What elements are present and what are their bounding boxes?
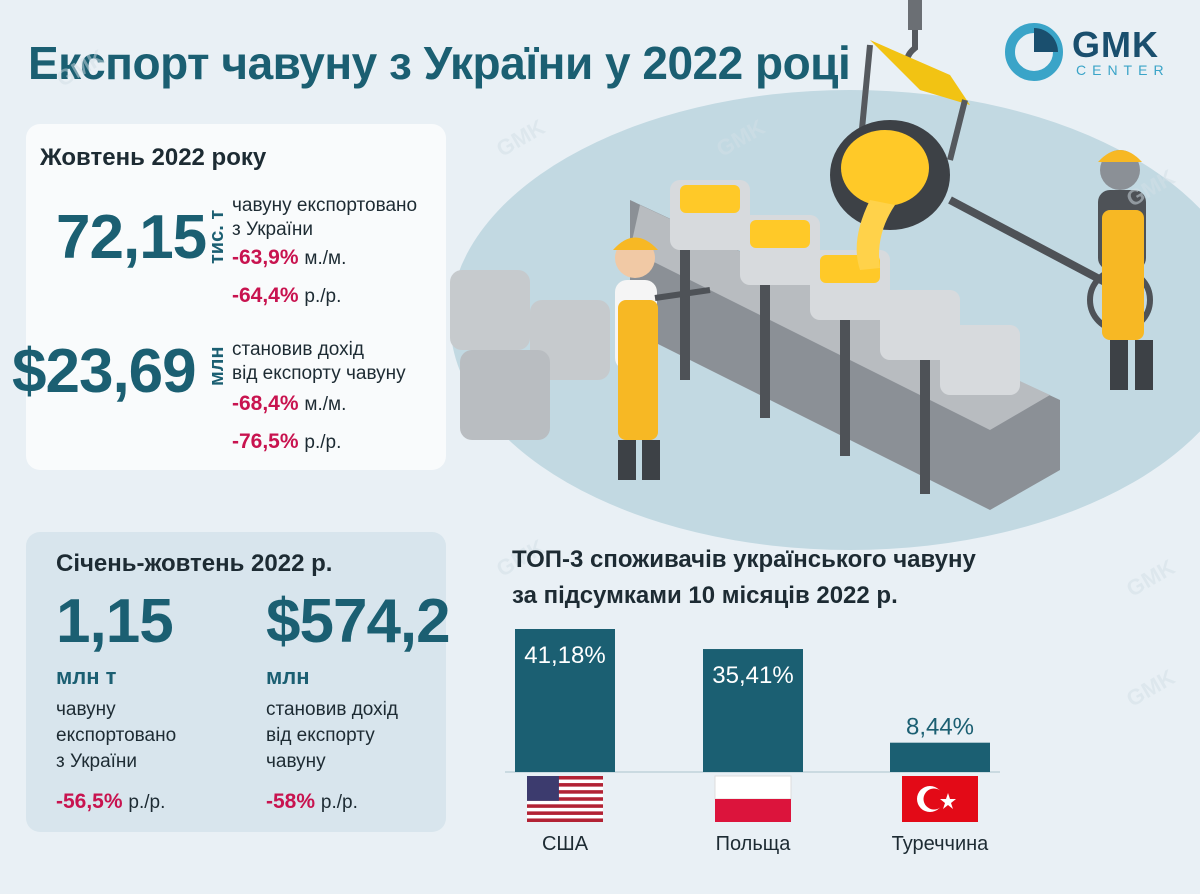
october-volume-yoy: -64,4% р./р. bbox=[232, 284, 342, 307]
jan-oct-volume-desc-3: з України bbox=[56, 751, 138, 772]
jan-oct-revenue-desc-2: від експорту bbox=[266, 725, 375, 746]
category-label-2: Туреччина bbox=[892, 833, 990, 855]
october-revenue-value: $23,69 bbox=[12, 337, 197, 406]
logo-sub: CENTER bbox=[1076, 62, 1170, 78]
jan-oct-revenue-value: $574,2 bbox=[266, 587, 451, 656]
logo-name: GMK bbox=[1072, 24, 1159, 65]
chart-title: ТОП-3 споживачів українського чавуну за … bbox=[512, 542, 976, 614]
chart-title-line2: за підсумками 10 місяців 2022 р. bbox=[512, 582, 898, 609]
poland-flag-icon bbox=[714, 775, 792, 822]
bar-value-label-1: 35,41% bbox=[712, 662, 793, 689]
watermark: GMK bbox=[492, 114, 549, 162]
bar-value-label-0: 41,18% bbox=[524, 642, 605, 669]
worker-left-icon bbox=[613, 237, 711, 480]
jan-oct-revenue-desc-1: становив дохід bbox=[266, 699, 398, 720]
october-card: Жовтень 2022 року 72,15 тис. т чавуну ек… bbox=[12, 124, 446, 470]
jan-oct-volume-desc-1: чавуну bbox=[56, 699, 116, 720]
jan-oct-revenue-desc-3: чавуну bbox=[266, 751, 326, 772]
jan-oct-heading: Січень-жовтень 2022 р. bbox=[56, 550, 333, 577]
turkey-flag-icon bbox=[902, 776, 978, 822]
jan-oct-revenue-yoy: -58% р./р. bbox=[266, 790, 358, 813]
october-volume-mom: -63,9% м./м. bbox=[232, 246, 347, 269]
bar-2 bbox=[890, 742, 990, 772]
jan-oct-volume-unit: млн т bbox=[56, 664, 117, 689]
october-revenue-yoy: -76,5% р./р. bbox=[232, 430, 342, 453]
watermark: GMK bbox=[1122, 664, 1179, 712]
steel-foundry-illustration bbox=[450, 0, 1200, 550]
worker-right-icon bbox=[1098, 150, 1153, 390]
jan-oct-volume-value: 1,15 bbox=[56, 587, 174, 656]
watermark: GMK bbox=[52, 44, 109, 92]
october-revenue-desc-1: становив дохід bbox=[232, 339, 364, 360]
gmk-logo-icon bbox=[1005, 23, 1063, 81]
chart-title-line1: ТОП-3 споживачів українського чавуну bbox=[512, 546, 976, 573]
page-title: Експорт чавуну з України у 2022 році bbox=[28, 37, 851, 89]
bar-1 bbox=[703, 649, 803, 772]
october-volume-value: 72,15 bbox=[56, 203, 207, 272]
jan-oct-revenue-unit: млн bbox=[266, 664, 310, 689]
gmk-logo: GMK CENTER bbox=[1004, 22, 1184, 82]
bar-0 bbox=[515, 629, 615, 772]
jan-oct-volume-yoy: -56,5% р./р. bbox=[56, 790, 166, 813]
october-heading: Жовтень 2022 року bbox=[40, 144, 267, 171]
jan-oct-card: Січень-жовтень 2022 р. 1,15 млн т чавуну… bbox=[26, 532, 451, 832]
october-volume-desc-2: з України bbox=[232, 219, 314, 240]
watermark: GMK bbox=[712, 114, 769, 162]
october-volume-unit: тис. т bbox=[206, 209, 228, 264]
category-label-1: Польща bbox=[716, 833, 792, 855]
us-flag-icon bbox=[527, 776, 603, 822]
bar-value-label-2: 8,44% bbox=[906, 714, 974, 741]
october-volume-desc-1: чавуну експортовано bbox=[232, 195, 418, 216]
ladle-icon bbox=[830, 120, 1153, 333]
watermark: GMK bbox=[1122, 164, 1179, 212]
mold-row bbox=[450, 180, 1020, 440]
category-label-0: США bbox=[542, 833, 589, 855]
watermark: GMK bbox=[1122, 554, 1179, 602]
jan-oct-volume-desc-2: експортовано bbox=[56, 725, 177, 746]
october-revenue-mom: -68,4% м./м. bbox=[232, 392, 347, 415]
october-revenue-desc-2: від експорту чавуну bbox=[232, 363, 406, 384]
october-revenue-unit: млн bbox=[206, 346, 228, 386]
